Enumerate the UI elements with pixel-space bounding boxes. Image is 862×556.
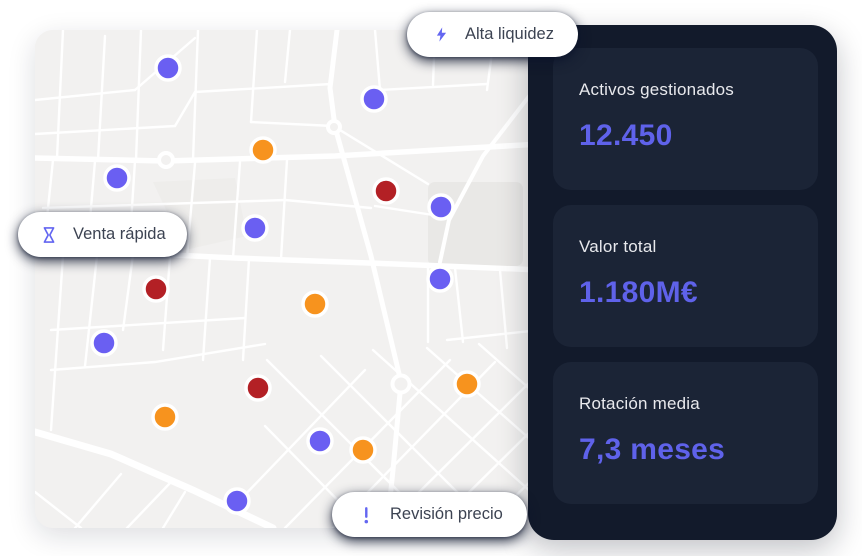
stat-value: 12.450 — [579, 119, 673, 152]
stat-value: 1.180M€ — [579, 276, 698, 309]
stat-label: Rotación media — [579, 394, 700, 413]
map-marker-purple[interactable] — [241, 214, 269, 242]
lightning-bolt-icon — [431, 24, 451, 46]
map-marker-purple[interactable] — [103, 164, 131, 192]
map-svg — [35, 30, 540, 528]
venta-rapida-pill[interactable]: Venta rápida — [18, 212, 187, 257]
stat-card-rotacion: Rotación media 7,3 meses — [553, 362, 818, 504]
map-marker-red[interactable] — [244, 374, 272, 402]
map-marker-orange[interactable] — [249, 136, 277, 164]
map-markers-layer — [90, 54, 481, 515]
map-marker-purple[interactable] — [154, 54, 182, 82]
revision-precio-pill[interactable]: Revisión precio — [332, 492, 527, 537]
map-marker-purple[interactable] — [360, 85, 388, 113]
map-marker-purple[interactable] — [426, 265, 454, 293]
exclamation-icon — [356, 504, 376, 526]
stat-label: Valor total — [579, 237, 657, 256]
map-marker-red[interactable] — [142, 275, 170, 303]
map-roundabouts — [157, 119, 412, 395]
map-canvas[interactable] — [35, 30, 540, 528]
stat-card-activos: Activos gestionados 12.450 — [553, 48, 818, 190]
stat-card-valor: Valor total 1.180M€ — [553, 205, 818, 347]
pill-label: Venta rápida — [73, 225, 166, 243]
map-marker-orange[interactable] — [453, 370, 481, 398]
stat-value: 7,3 meses — [579, 433, 726, 466]
stat-label: Activos gestionados — [579, 80, 734, 99]
pill-label: Revisión precio — [390, 505, 503, 523]
map-marker-red[interactable] — [372, 177, 400, 205]
alta-liquidez-pill[interactable]: Alta liquidez — [407, 12, 578, 57]
map-marker-purple[interactable] — [427, 193, 455, 221]
pill-label: Alta liquidez — [465, 25, 554, 43]
map-block — [153, 178, 247, 250]
map-marker-purple[interactable] — [90, 329, 118, 357]
map-marker-orange[interactable] — [301, 290, 329, 318]
hourglass-icon — [39, 224, 59, 246]
map-marker-purple[interactable] — [306, 427, 334, 455]
map-marker-orange[interactable] — [349, 436, 377, 464]
map-marker-purple[interactable] — [223, 487, 251, 515]
stats-panel: Activos gestionados 12.450 Valor total 1… — [528, 25, 837, 540]
map-marker-orange[interactable] — [151, 403, 179, 431]
